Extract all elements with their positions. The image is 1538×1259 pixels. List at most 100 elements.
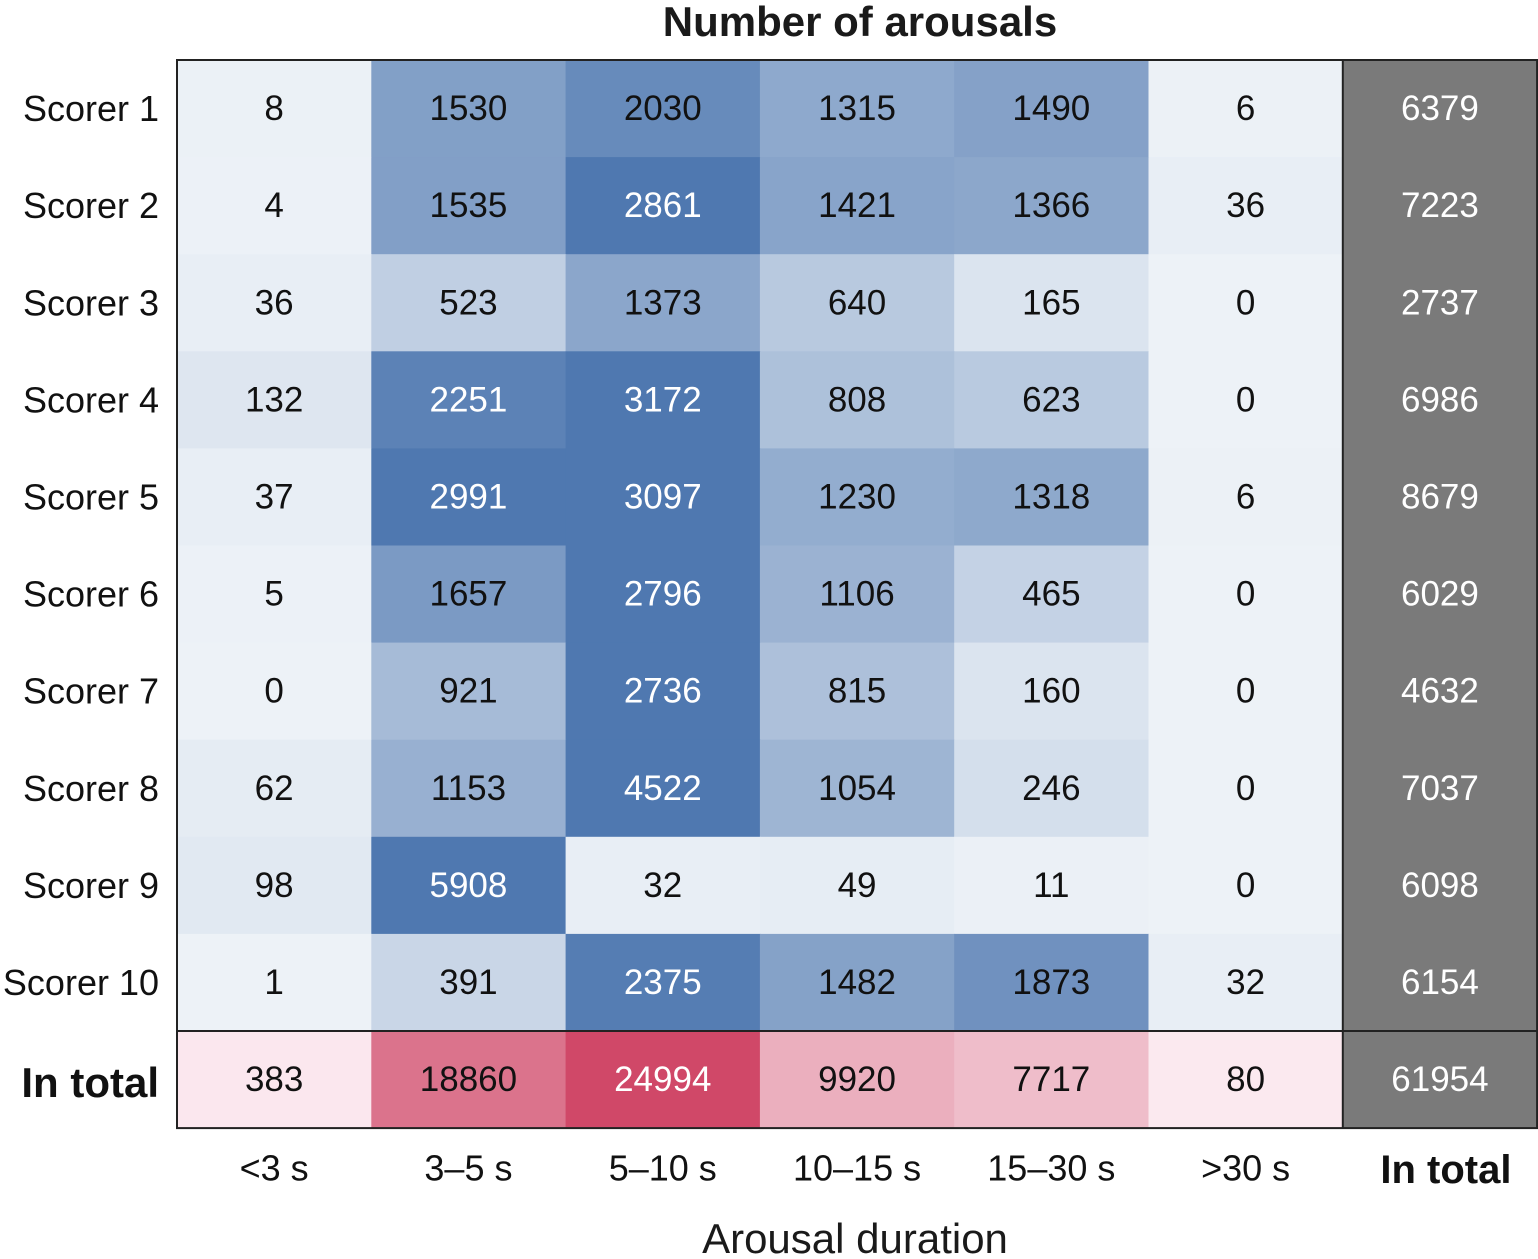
heatmap-cell (371, 545, 567, 644)
heatmap-cell (954, 351, 1150, 449)
heatmap-cell (759, 642, 955, 741)
cell-value: 132 (245, 380, 303, 419)
row-total-cell (1342, 739, 1538, 838)
cell-value: 5 (264, 575, 283, 614)
column-label: 3–5 s (424, 1148, 512, 1189)
row-total-value: 6154 (1401, 963, 1479, 1002)
heatmap-cell (565, 157, 761, 255)
heatmap-cell (759, 351, 955, 449)
heatmap-cell (1148, 545, 1344, 644)
cell-value: 36 (1226, 186, 1265, 225)
heatmap-cell (177, 545, 372, 644)
cell-value: 1054 (818, 769, 896, 808)
cell-value: 0 (1236, 283, 1255, 322)
heatmap-cell (954, 933, 1150, 1032)
column-total-cell (565, 1031, 761, 1129)
cell-value: 921 (439, 672, 497, 711)
heatmap-cell (759, 739, 955, 838)
cell-value: 391 (439, 963, 497, 1002)
cell-value: 1230 (818, 477, 896, 516)
heatmap-cell (177, 254, 372, 352)
column-total-value: 24994 (614, 1060, 711, 1099)
row-label: Scorer 5 (23, 476, 159, 517)
cell-value: 8 (264, 89, 283, 128)
row-total-value: 6098 (1401, 866, 1479, 905)
row-total-cell (1342, 157, 1538, 255)
cell-value: 0 (264, 672, 283, 711)
grand-total-value: 61954 (1391, 1060, 1488, 1099)
cell-value: 1535 (430, 186, 508, 225)
cell-value: 11 (1033, 866, 1069, 905)
row-total-cell (1342, 933, 1538, 1032)
heatmap-cell (371, 351, 567, 449)
row-total-cell (1342, 642, 1538, 741)
row-total-cell (1342, 254, 1538, 352)
cell-value: 523 (439, 283, 497, 322)
cell-value: 1153 (431, 769, 506, 808)
column-label: 5–10 s (609, 1148, 717, 1189)
cell-value: 160 (1022, 672, 1080, 711)
heatmap-cell (371, 933, 567, 1032)
cell-value: 2736 (624, 672, 702, 711)
cell-value: 640 (828, 283, 886, 322)
chart-title: Number of arousals (663, 0, 1057, 45)
heatmap-cell (177, 60, 372, 158)
heatmap-cell (1148, 60, 1344, 158)
cell-value: 1421 (818, 186, 896, 225)
cell-value: 32 (643, 866, 682, 905)
heatmap-cell (565, 254, 761, 352)
column-total-cell (759, 1031, 955, 1129)
cell-value: 1490 (1012, 89, 1090, 128)
heatmap-cell (177, 642, 372, 741)
heatmap-cell (565, 933, 761, 1032)
heatmap-cell (759, 448, 955, 547)
x-axis-label: Arousal duration (702, 1215, 1008, 1259)
row-label: Scorer 8 (23, 768, 159, 809)
row-total-value: 7223 (1401, 186, 1479, 225)
row-total-cell (1342, 448, 1538, 547)
heatmap-cell (565, 448, 761, 547)
heatmap-cell (759, 836, 955, 935)
row-total-value: 4632 (1401, 672, 1479, 711)
cell-value: 0 (1236, 575, 1255, 614)
cell-value: 1373 (624, 283, 702, 322)
heatmap-cell (565, 739, 761, 838)
heatmap-cell (759, 545, 955, 644)
cell-value: 2375 (624, 963, 702, 1002)
cell-value: 4 (264, 186, 283, 225)
cell-value: 0 (1236, 672, 1255, 711)
heatmap-cell (954, 448, 1150, 547)
cell-value: 0 (1236, 380, 1255, 419)
column-total-value: 7717 (1012, 1060, 1090, 1099)
row-label: Scorer 2 (23, 185, 159, 226)
chart-border (176, 59, 1538, 1130)
cell-value: 623 (1022, 380, 1080, 419)
cell-value: 1482 (818, 963, 896, 1002)
grand-total-cell (1342, 1031, 1538, 1129)
cell-value: 1 (264, 963, 283, 1002)
heatmap-cell (177, 836, 372, 935)
column-label: 15–30 s (987, 1148, 1115, 1189)
cell-value: 62 (255, 769, 294, 808)
row-label: Scorer 3 (23, 282, 159, 323)
heatmap-cell (565, 642, 761, 741)
row-total-cell (1342, 545, 1538, 644)
heatmap-frame (176, 59, 1538, 1130)
row-label: Scorer 6 (23, 574, 159, 615)
heatmap-cell (1148, 157, 1344, 255)
heatmap-cell (1148, 933, 1344, 1032)
total-row-label: In total (21, 1059, 159, 1106)
column-total-cell (954, 1031, 1150, 1129)
heatmap-cell (759, 933, 955, 1032)
heatmap-cell (759, 60, 955, 158)
heatmap-cell (565, 545, 761, 644)
heatmap-cell (954, 642, 1150, 741)
column-label: 10–15 s (793, 1148, 921, 1189)
cell-value: 6 (1236, 89, 1255, 128)
cell-value: 37 (255, 477, 294, 516)
cell-value: 36 (255, 283, 294, 322)
heatmap-cell (177, 739, 372, 838)
cell-value: 3097 (624, 477, 702, 516)
cell-value: 1106 (819, 575, 894, 614)
